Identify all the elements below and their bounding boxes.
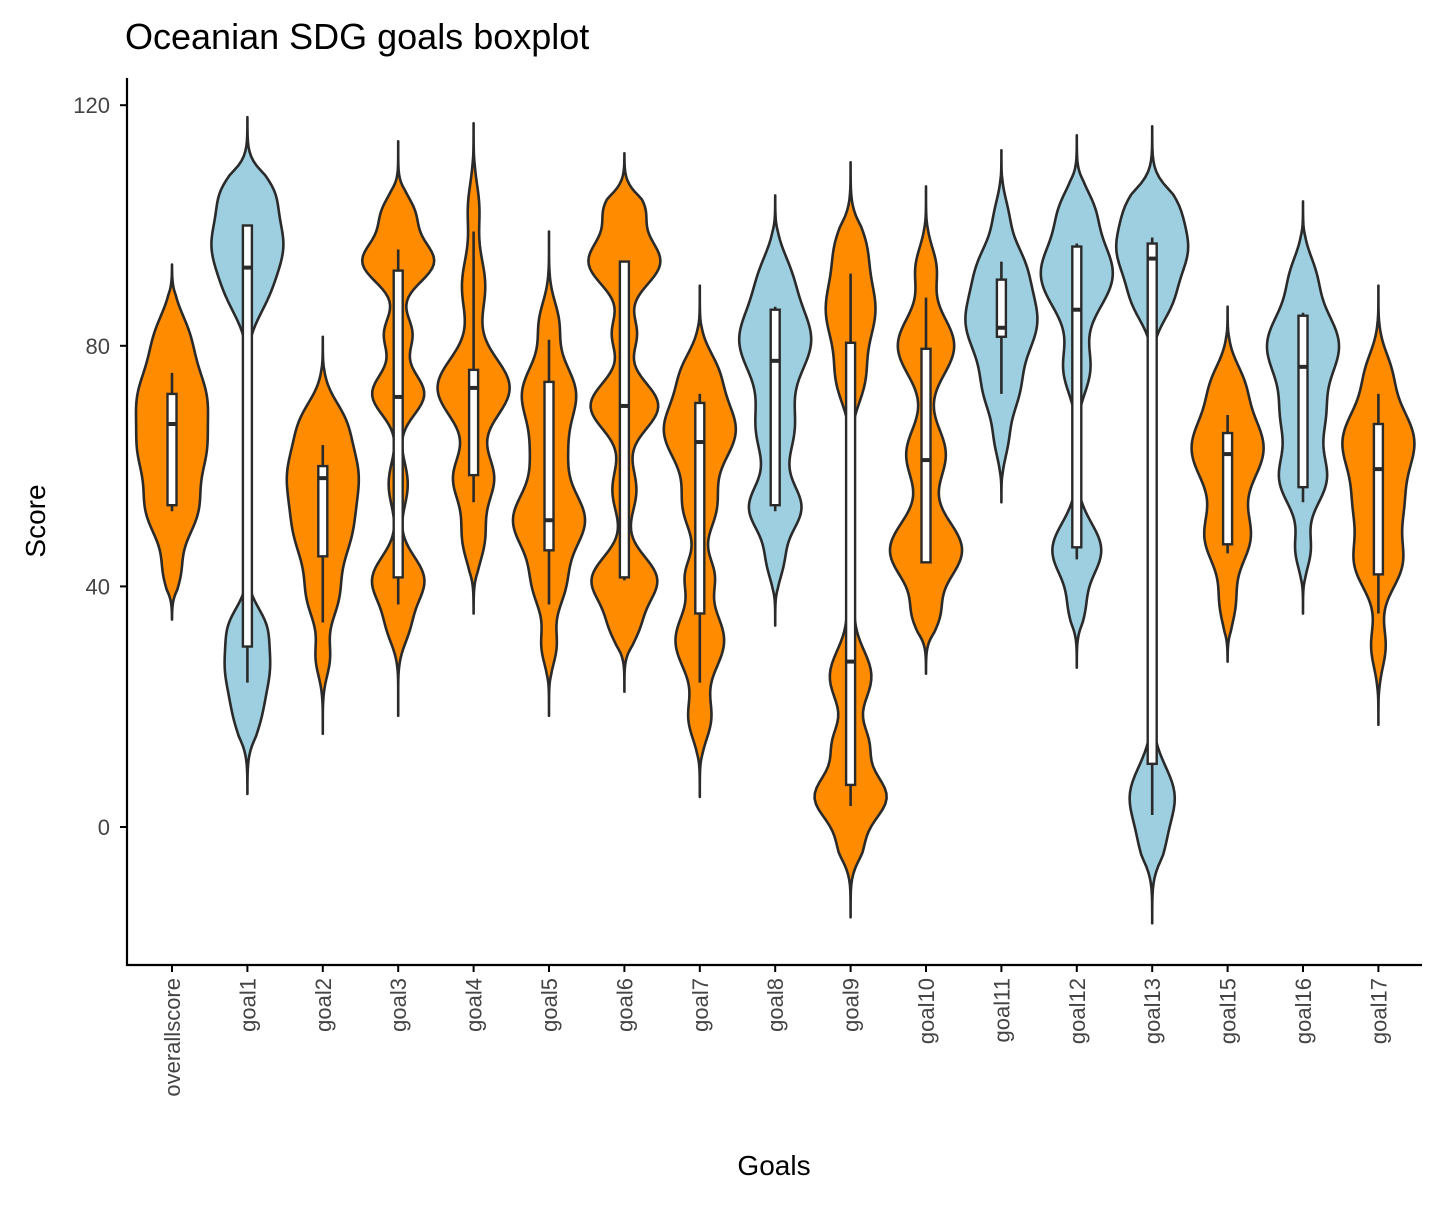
box-goal3 bbox=[392, 269, 404, 579]
plot-area bbox=[134, 115, 1416, 925]
x-axis-ticks: overallscore goal1 goal2 goal3 goal4 goal5 goa… bbox=[160, 965, 1391, 1097]
x-tick-label: goal6 bbox=[612, 978, 637, 1032]
x-tick-label: goal9 bbox=[839, 978, 864, 1032]
x-tick-label: goal2 bbox=[311, 978, 336, 1032]
box-goal15 bbox=[1221, 431, 1234, 546]
y-tick-label: 120 bbox=[73, 93, 110, 118]
x-tick-label: goal12 bbox=[1065, 978, 1090, 1044]
box-goal10 bbox=[920, 347, 932, 564]
x-axis-label: Goals bbox=[737, 1150, 810, 1181]
x-tick-label: goal7 bbox=[688, 978, 713, 1032]
y-tick-label: 40 bbox=[86, 574, 110, 599]
box-goal12 bbox=[1071, 245, 1083, 549]
x-tick-label: goal17 bbox=[1366, 978, 1391, 1044]
box-goal1 bbox=[241, 224, 254, 648]
x-tick-label: goal10 bbox=[914, 978, 939, 1044]
y-axis-label: Score bbox=[20, 484, 51, 557]
box-goal13 bbox=[1146, 242, 1158, 766]
x-tick-label: goal4 bbox=[462, 978, 487, 1032]
x-tick-label: goal16 bbox=[1291, 978, 1316, 1044]
box-goal5 bbox=[543, 380, 555, 552]
box-goal6 bbox=[618, 260, 631, 579]
y-tick-label: 80 bbox=[86, 334, 110, 359]
x-tick-label: goal3 bbox=[386, 978, 411, 1032]
box-goal9 bbox=[844, 341, 857, 787]
box-goal4 bbox=[467, 368, 480, 477]
box-goal2 bbox=[317, 464, 329, 558]
x-tick-label: goal15 bbox=[1216, 978, 1241, 1044]
box-goal8 bbox=[769, 308, 781, 507]
box-goal17 bbox=[1372, 422, 1385, 576]
x-tick-label: goal1 bbox=[235, 978, 260, 1032]
box-goal16 bbox=[1297, 314, 1309, 489]
y-axis-ticks: 0 40 80 120 bbox=[73, 93, 127, 840]
y-tick-label: 0 bbox=[98, 815, 110, 840]
box-goal7 bbox=[694, 401, 706, 615]
x-tick-label: overallscore bbox=[160, 978, 185, 1097]
box-overallscore bbox=[166, 392, 178, 507]
x-tick-label: goal11 bbox=[989, 978, 1014, 1042]
box-goal11 bbox=[995, 278, 1008, 338]
chart-title: Oceanian SDG goals boxplot bbox=[125, 16, 589, 57]
x-tick-label: goal5 bbox=[537, 978, 562, 1032]
x-tick-label: goal13 bbox=[1140, 978, 1165, 1044]
x-tick-label: goal8 bbox=[763, 978, 788, 1032]
